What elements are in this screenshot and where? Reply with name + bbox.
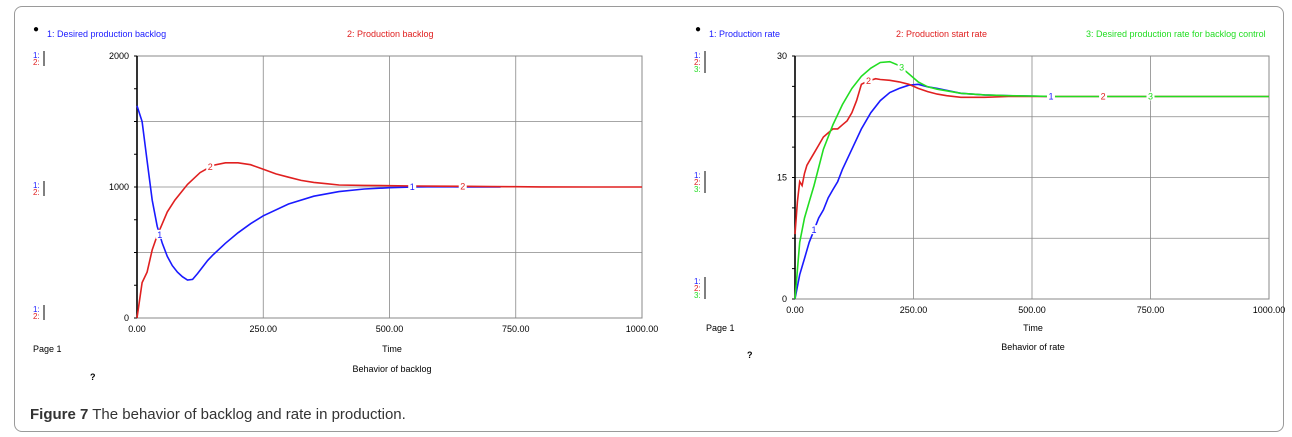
y-tick-label: 2000 — [109, 51, 129, 61]
series-marker-bg — [1099, 91, 1108, 101]
axis-series-marker: 2: — [33, 312, 40, 321]
axis-series-marker: 3: — [694, 291, 701, 300]
legend-series-1: 1: Desired production backlog — [47, 29, 166, 39]
series-marker-bg — [864, 76, 873, 86]
page-label: Page 1 — [706, 323, 735, 333]
axis-series-marker: 1: — [33, 305, 40, 314]
legend-icon: ● — [33, 24, 39, 35]
axis-series-marker: 1: — [694, 51, 701, 60]
chart-backlog: ● 1: Desired production backlog 2: Produ… — [33, 24, 658, 382]
legend-icon: ● — [695, 24, 701, 35]
legend-series-1: 1: Production rate — [709, 29, 780, 39]
series-marker-bg — [809, 225, 818, 235]
figure-caption: Figure 7 The behavior of backlog and rat… — [30, 406, 406, 423]
series-marker-bg — [155, 229, 164, 239]
series-line-1 — [136, 105, 501, 281]
x-tick-label: 250.00 — [249, 324, 277, 334]
legend-series-2: 2: Production start rate — [896, 29, 987, 39]
legend-series-3: 3: Desired production rate for backlog c… — [1086, 29, 1266, 39]
series-marker-2: 2 — [1101, 92, 1106, 102]
axis-series-marker: 2: — [694, 58, 701, 67]
chart-title: Behavior of backlog — [352, 364, 431, 374]
y-tick-label: 30 — [777, 51, 787, 61]
legend-series-2: 2: Production backlog — [347, 29, 434, 39]
x-tick-label: 1000.00 — [1253, 305, 1286, 315]
chart-title: Behavior of rate — [1001, 342, 1065, 352]
series-marker-bg — [206, 161, 215, 171]
plot-markers: 1 1 2 2 3 3 — [809, 62, 1155, 235]
y-tick-label: 15 — [777, 173, 787, 183]
y-tick-labels: 0 15 30 — [777, 51, 787, 304]
series-marker-1: 1 — [1048, 92, 1053, 102]
page-label: Page 1 — [33, 344, 62, 354]
y-tick-labels: 0 1000 2000 — [109, 51, 129, 323]
axis-series-marker: 1: — [694, 277, 701, 286]
chart-rate: ● 1: Production rate 2: Production start… — [694, 24, 1285, 360]
x-tick-label: 0.00 — [786, 305, 804, 315]
series-marker-3: 3 — [899, 63, 904, 73]
series-marker-1: 1 — [410, 182, 415, 192]
axis-series-marker: 3: — [694, 185, 701, 194]
x-tick-label: 500.00 — [376, 324, 404, 334]
y-tick-label: 1000 — [109, 182, 129, 192]
x-tick-label: 500.00 — [1018, 305, 1046, 315]
x-tick-label: 750.00 — [1137, 305, 1165, 315]
figure-caption-label: Figure 7 — [30, 406, 89, 423]
series-marker-2: 2 — [866, 76, 871, 86]
series-marker-bg — [897, 62, 906, 72]
axis-series-marker: 1: — [33, 51, 40, 60]
figure-frame — [14, 6, 1284, 432]
axis-series-marker: 2: — [33, 188, 40, 197]
series-marker-1: 1 — [157, 230, 162, 240]
series-marker-bg — [408, 182, 417, 192]
x-tick-label: 0.00 — [128, 324, 146, 334]
x-axis-label: Time — [382, 344, 402, 354]
axis-series-marker: 3: — [694, 65, 701, 74]
axis-series-marker: 2: — [694, 284, 701, 293]
x-tick-labels: 0.00 250.00 500.00 750.00 1000.00 — [786, 305, 1285, 315]
plot-grid — [792, 55, 1270, 300]
help-question-mark[interactable]: ? — [747, 350, 753, 360]
x-tick-label: 750.00 — [502, 324, 530, 334]
axis-series-markers: 1:2:3:1:2:3:1:2:3: — [694, 51, 706, 300]
x-tick-labels: 0.00 250.00 500.00 750.00 1000.00 — [128, 324, 658, 334]
axis-series-markers: 1:2:1:2:1:2: — [33, 51, 45, 321]
x-axis-label: Time — [1023, 323, 1043, 333]
series-marker-1: 1 — [811, 225, 816, 235]
axis-series-marker: 2: — [694, 178, 701, 187]
y-tick-label: 0 — [782, 294, 787, 304]
axis-series-marker: 2: — [33, 58, 40, 67]
axis-series-marker: 1: — [33, 181, 40, 190]
y-tick-label: 0 — [124, 313, 129, 323]
axis-series-marker: 1: — [694, 171, 701, 180]
series-marker-2: 2 — [208, 162, 213, 172]
figure-caption-text: The behavior of backlog and rate in prod… — [92, 406, 406, 423]
series-marker-bg — [458, 181, 467, 191]
x-tick-label: 250.00 — [900, 305, 928, 315]
series-marker-3: 3 — [1148, 92, 1153, 102]
series-marker-bg — [1146, 91, 1155, 101]
help-question-mark[interactable]: ? — [90, 372, 96, 382]
series-marker-bg — [1046, 91, 1055, 101]
x-tick-label: 1000.00 — [626, 324, 659, 334]
plot-markers: 1 1 2 2 — [155, 161, 467, 240]
series-marker-2: 2 — [460, 181, 465, 191]
